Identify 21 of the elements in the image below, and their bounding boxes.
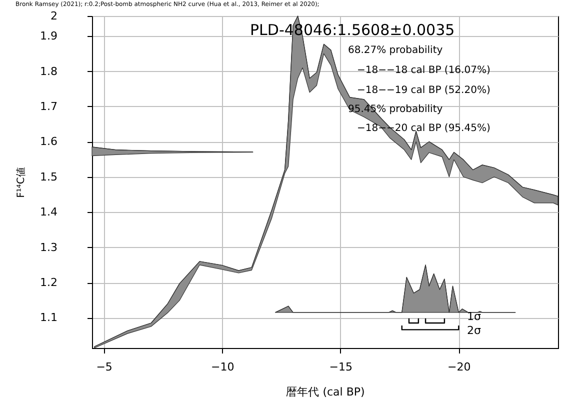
annotation: 1σ <box>467 310 481 323</box>
y-tick-label: 1.6 <box>40 135 58 148</box>
y-tick-label: 1.7 <box>40 100 58 113</box>
annotation: −18−−19 cal BP (52.20%) <box>357 85 490 96</box>
y-tick-label: 1.8 <box>40 64 58 78</box>
y-tick-label: 1.1 <box>40 311 58 324</box>
x-tick-label: −20 <box>448 360 471 374</box>
annotation: −18−−18 cal BP (16.07%) <box>357 65 490 76</box>
y-tick-label: 1.5 <box>40 170 58 184</box>
x-axis-title: 暦年代 (cal BP) <box>286 386 365 398</box>
y-tick-label: 1.2 <box>40 276 58 290</box>
x-tick-label: −15 <box>329 360 352 374</box>
y-tick-label: 2 <box>50 10 58 22</box>
y-tick-label: 1.9 <box>40 30 58 43</box>
y-axis-title: F¹⁴C値 <box>15 167 28 198</box>
annotation: 68.27% probability <box>348 45 443 56</box>
annotation: 2σ <box>467 324 481 337</box>
x-tick-label: −5 <box>96 360 112 374</box>
y-tick-label: 1.3 <box>40 240 58 254</box>
x-tick-label: −10 <box>210 360 234 374</box>
y-tick-label: 1.4 <box>40 206 58 219</box>
